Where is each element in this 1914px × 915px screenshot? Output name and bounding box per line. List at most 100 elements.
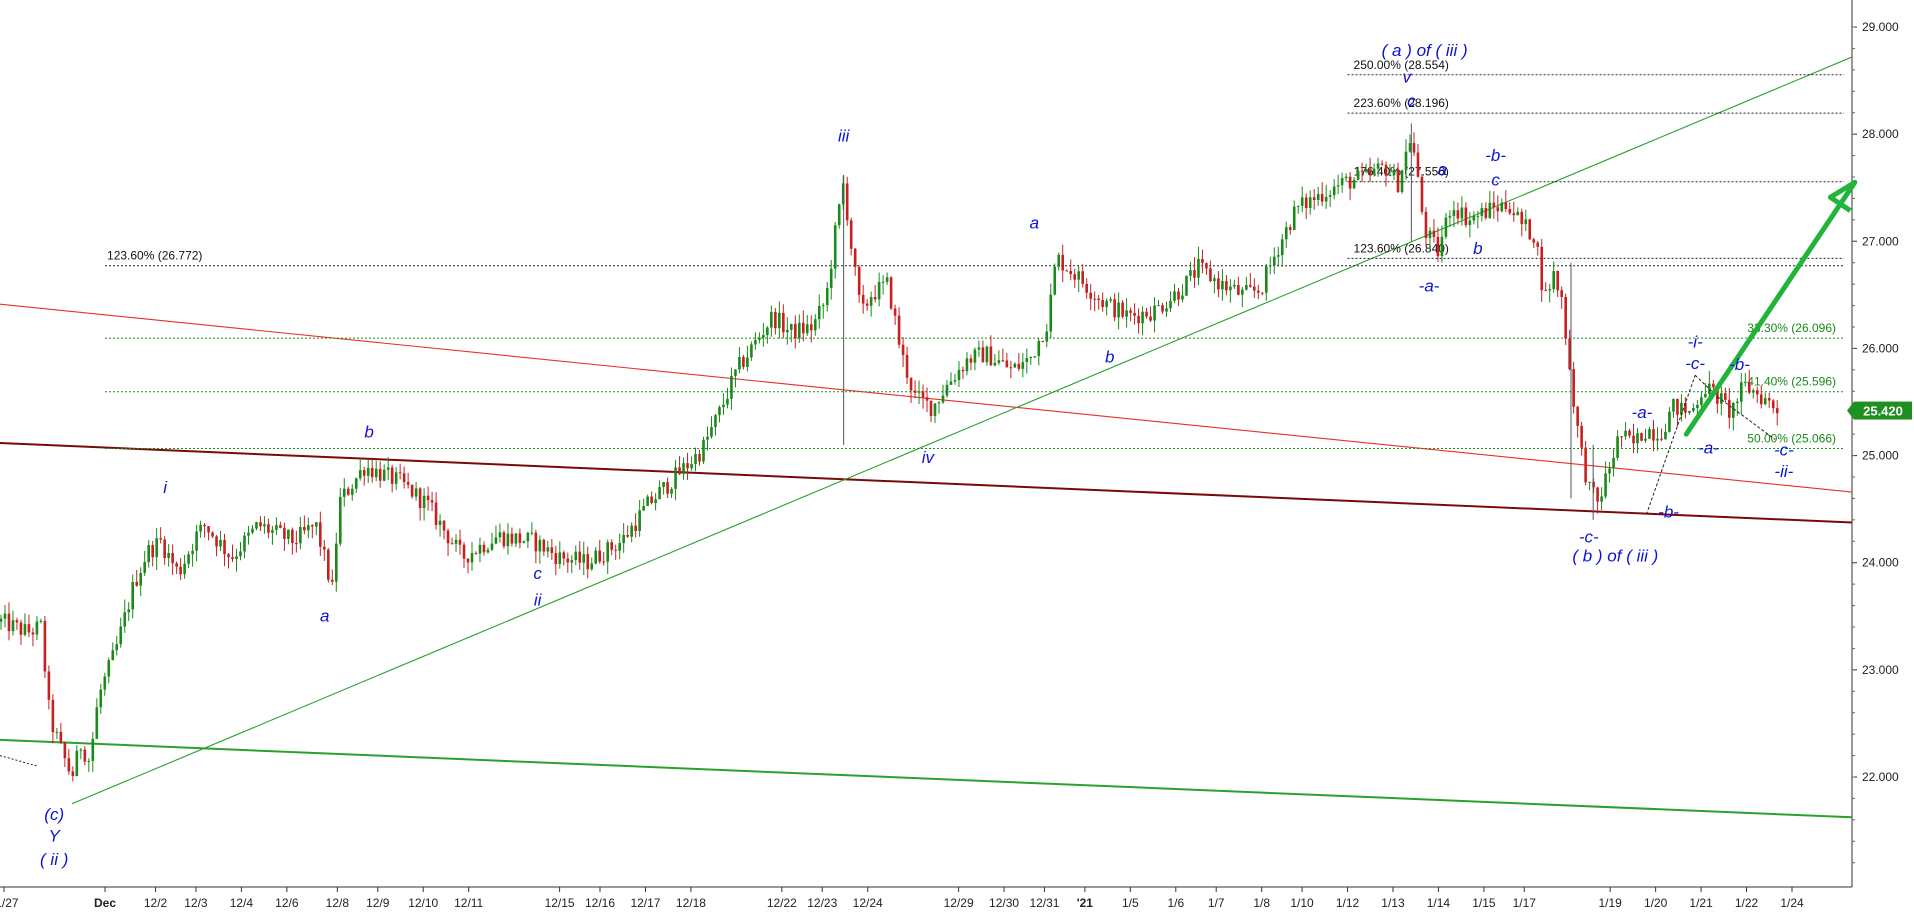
candle-body [418,488,422,508]
candle-body [1660,438,1663,440]
candle-body [1209,268,1212,282]
candle-body [917,391,921,393]
candle-body [1716,387,1719,404]
candle-body [83,749,87,762]
candle-body [530,532,534,534]
candle-body [111,650,115,661]
candle-body [973,349,977,363]
candle-body [805,324,809,334]
candle-body [1420,176,1424,212]
candle-body [742,356,745,367]
candle-body [342,488,346,497]
y-tick-label: 27.000 [1862,234,1899,248]
candle-body [857,266,861,295]
candle-body [1161,305,1164,312]
candle-body [151,545,154,558]
candle-body [598,550,602,562]
candle-body [366,467,370,476]
candle-body [1312,197,1316,200]
candle-body [1632,435,1635,444]
candle-body [223,539,226,555]
candle-body [490,543,494,550]
candle-body [985,346,989,363]
forecast-arrow [1683,179,1858,437]
wave-label: i [163,478,168,497]
candle-body [690,464,693,469]
wave-label: (c) [44,805,64,824]
candle-body [638,510,641,531]
candle-body [498,532,502,538]
candle-body [1065,270,1069,272]
candle-body [1348,176,1352,189]
candle-body [1775,408,1779,414]
wave-label: ( b ) of ( iii ) [1572,547,1658,566]
x-tick-label: 11/27 [0,896,19,910]
candle-body [103,676,107,690]
candle-body [1736,401,1739,404]
fib-level-label: 50.00% (25.066) [1747,432,1836,446]
trendline [0,738,1852,819]
candle-body [167,552,170,559]
candle-body [1105,300,1108,307]
candle-body [1097,298,1100,301]
dotted-stub [0,755,39,767]
candle-body [1033,356,1037,358]
x-tick-label: 1/19 [1598,896,1622,910]
candle-body [1588,481,1591,483]
wave-label: b [364,422,373,441]
candle-body [219,539,222,547]
x-tick-label: 12/6 [275,896,299,910]
candle-body [1165,308,1168,312]
x-tick-label: 12/17 [630,896,660,910]
candle-body [1041,340,1045,342]
candle-body [143,562,146,574]
candle-body [1121,302,1124,317]
candle-body [1600,496,1603,502]
candle-body [115,644,119,651]
candle-body [1149,316,1152,321]
candle-body [87,760,91,762]
candle-body [829,268,833,288]
candle-body [1316,193,1320,200]
wave-sketch-line [1645,375,1696,515]
wave-label: -c- [1579,527,1599,546]
candle-body [1272,256,1276,266]
candle-body [1763,398,1767,405]
candle-body [1728,399,1731,418]
candle-body [837,204,841,226]
candle-body [303,526,306,531]
candle-body [1400,170,1404,192]
candle-body [1468,220,1472,226]
x-tick-label: 12/16 [585,896,615,910]
candle-body [1029,356,1033,359]
candle-body [1292,206,1296,230]
candles [0,123,1779,782]
candle-body [99,689,103,708]
candle-body [1249,284,1252,287]
candle-body [865,303,869,306]
candle-body [578,551,582,563]
x-tick-label: 12/29 [944,896,974,910]
candle-body [1724,393,1727,400]
candle-body [1392,169,1396,175]
candle-body [0,618,3,622]
candle-body [1237,284,1240,295]
candle-body [1185,275,1188,296]
fib-level-label: 250.00% (28.554) [1354,58,1449,72]
candle-body [630,525,633,537]
candle-body [554,553,558,564]
candle-body [614,549,617,551]
candle-body [1636,433,1639,444]
x-tick-label: '21 [1077,896,1094,910]
candle-body [1173,291,1176,301]
candle-body [726,398,729,405]
candle-body [442,520,446,531]
candle-body [323,546,326,550]
candle-body [478,544,482,554]
candle-body [215,536,218,547]
candle-body [271,529,274,533]
wave-label: v [1403,68,1413,87]
candle-body [809,324,813,331]
candle-body [1516,211,1520,216]
x-tick-label: 12/15 [545,896,575,910]
